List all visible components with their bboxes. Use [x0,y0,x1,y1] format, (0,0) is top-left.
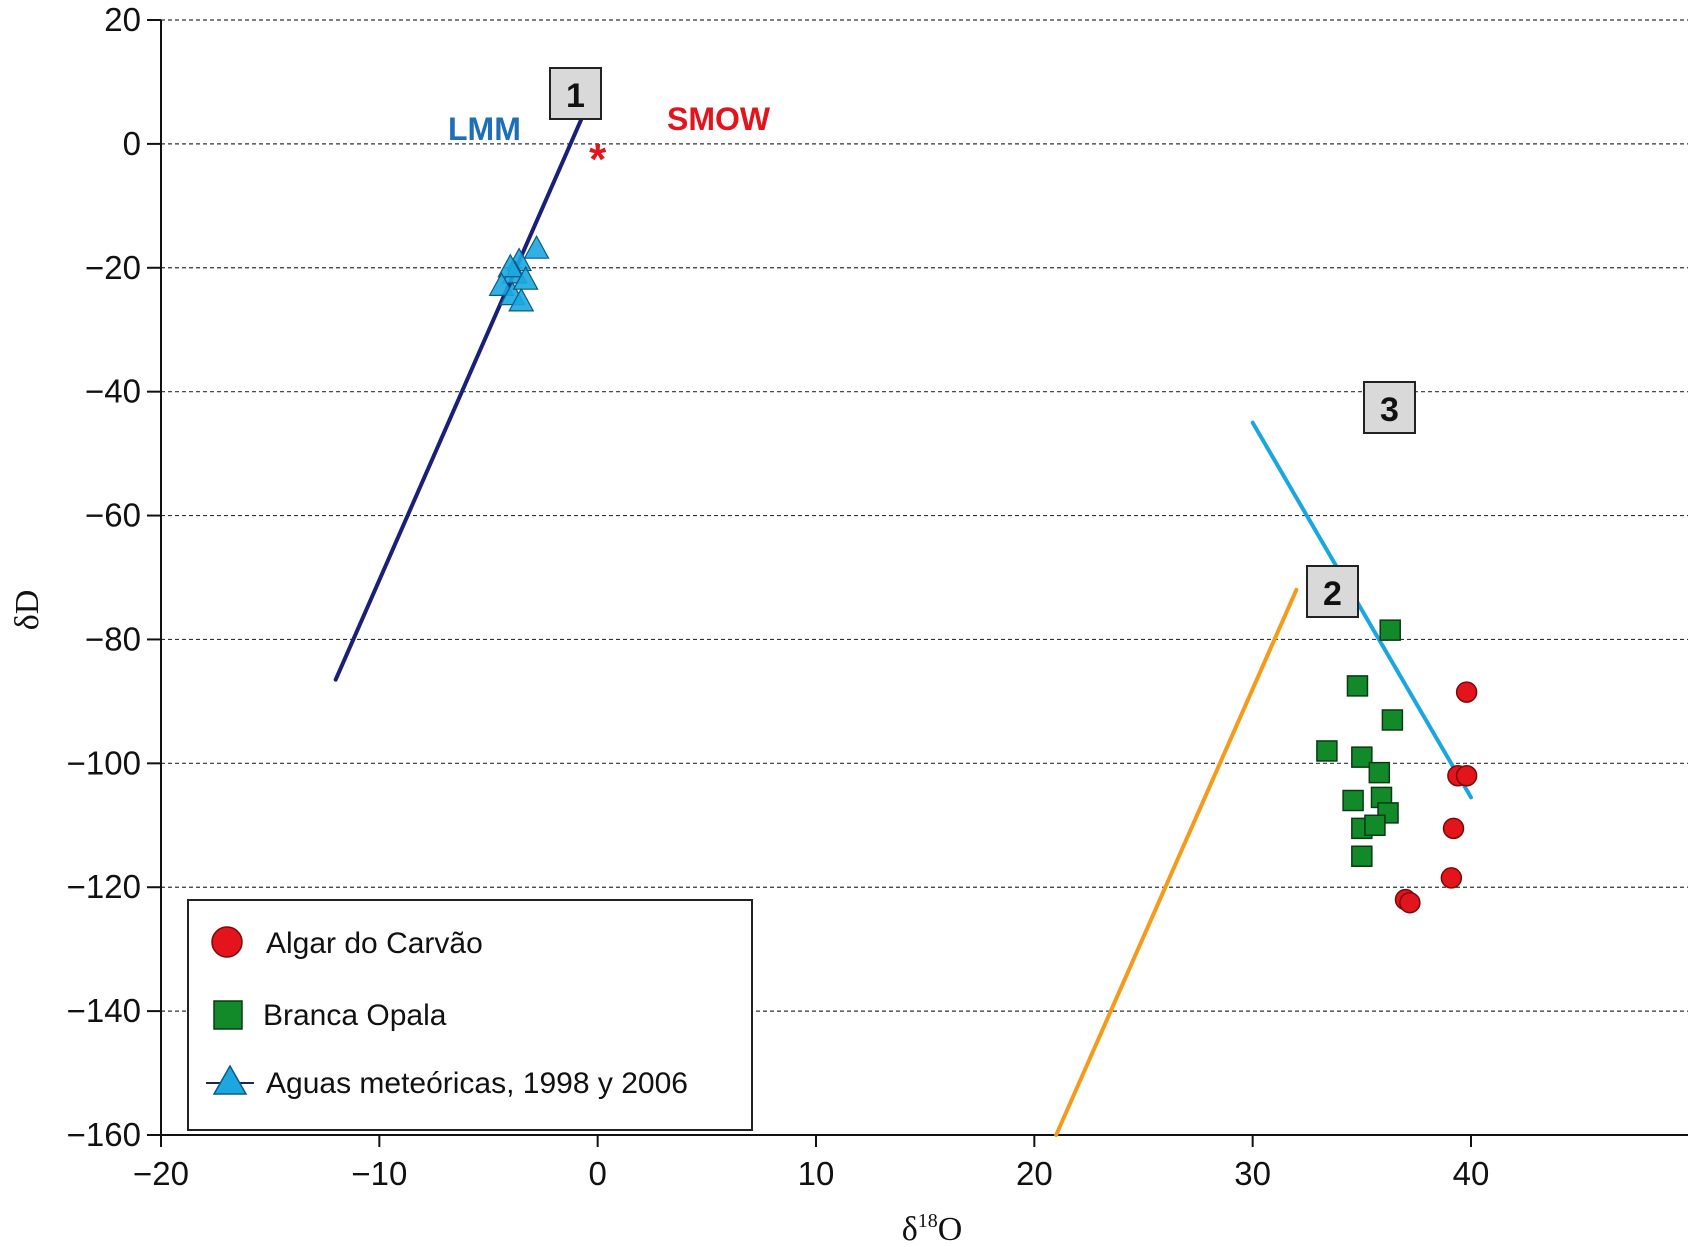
point-algar [1440,867,1463,889]
y-tick-label: −60 [85,497,141,534]
line-1-box-label: 1 [566,77,585,115]
lmm-label: LMM [448,111,521,147]
x-ticks: −20 −10 0 10 20 30 40 [133,1135,1489,1192]
legend-label-aguas: Aguas meteóricas, 1998 y 2006 [266,1067,688,1100]
y-tick-label: 20 [104,1,141,38]
point-branca [1379,619,1401,641]
point-algar [1399,891,1421,914]
point-branca [1346,675,1369,697]
point-aguas [512,265,539,290]
point-algar [1442,817,1465,840]
smow-star: * [589,135,607,184]
legend: Algar do Carvão Branca Opala Aguas meteó… [187,899,753,1131]
line-2 [1054,587,1299,1137]
line-3-box: 3 [1363,381,1416,434]
legend-marker-aguas [212,1064,248,1095]
x-tick-label: 40 [1453,1155,1490,1192]
point-branca [1381,709,1404,731]
y-tick-label: −40 [85,373,141,410]
x-tick-label: 20 [1016,1155,1053,1192]
point-branca [1342,789,1364,812]
line-2-box: 2 [1306,565,1359,618]
point-algar [1455,681,1478,703]
x-tick-label: 10 [798,1155,835,1192]
legend-marker-branca [213,1000,243,1030]
y-tick-label: −140 [67,992,141,1029]
y-tick-label: −20 [85,249,141,286]
y-tick-label: −160 [67,1116,141,1153]
legend-label-algar: Algar do Carvão [266,927,483,960]
line-1 [333,79,600,682]
line-2-box-label: 2 [1323,575,1342,613]
x-tick-label: −20 [133,1155,189,1192]
point-aguas [497,253,524,278]
point-branca [1316,740,1338,762]
y-ticks: 20 0 −20 −40 −60 −80 −100 −120 −140 −160 [67,1,161,1153]
point-algar [1455,764,1478,787]
y-tick-label: 0 [123,125,141,162]
line-3-box-label: 3 [1380,391,1399,429]
legend-box [187,899,753,1131]
smow-marker: * [589,135,607,184]
x-axis-label: δ18O [902,1210,963,1247]
point-aguas [508,287,535,312]
y-tick-label: −100 [67,744,141,781]
line-1-box: 1 [549,67,602,120]
line-3 [1250,420,1473,800]
point-aguas [488,272,515,296]
gridlines [161,19,1688,1012]
point-aguas [523,234,550,259]
smow-label: SMOW [667,101,771,137]
point-branca [1364,814,1386,837]
legend-marker-algar [211,926,243,958]
axes [160,20,1688,1136]
y-tick-label: −80 [85,620,141,657]
x-tick-label: 0 [588,1155,606,1192]
point-branca [1368,761,1391,784]
y-axis-label: δD [9,590,46,631]
x-tick-label: 30 [1234,1155,1271,1192]
x-tick-label: −10 [351,1155,407,1192]
regression-lines [333,79,1473,1137]
point-branca [1351,845,1373,867]
legend-label-branca: Branca Opala [263,999,447,1032]
data-points [488,234,1478,914]
point-branca [1351,746,1373,768]
y-tick-label: −120 [67,868,141,905]
